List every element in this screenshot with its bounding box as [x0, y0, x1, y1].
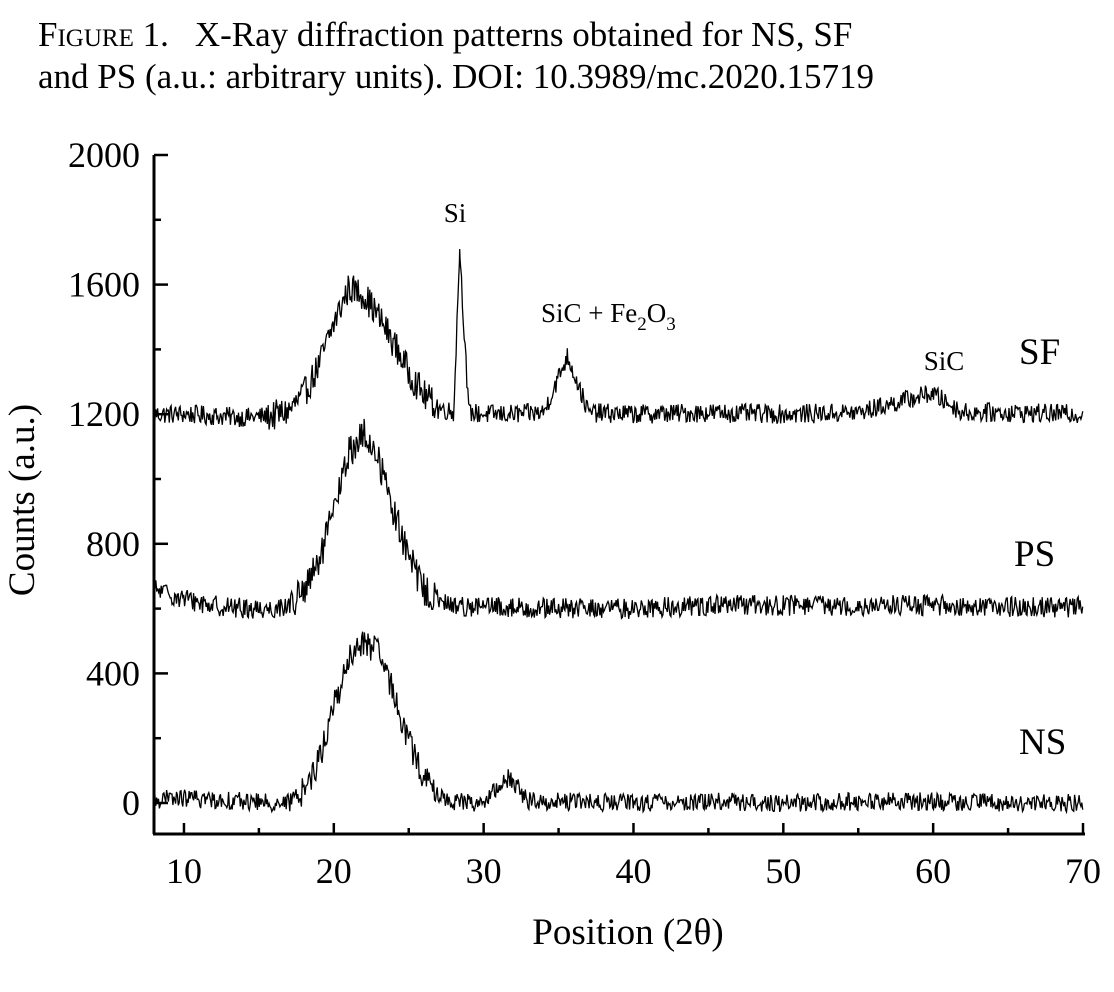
annotation-o-text: O [647, 298, 667, 328]
x-axis-title: Position (2θ) [532, 912, 723, 953]
caption-text-1: X-Ray diffraction patterns obtained for … [194, 15, 853, 54]
series-label-ns: NS [1019, 722, 1066, 763]
x-tick-label: 70 [1065, 851, 1101, 891]
series-line-sf [153, 248, 1084, 430]
annotation-sic-fe-text: SiC + Fe [541, 298, 637, 328]
caption-line-1: Figure 1. X-Ray diffraction patterns obta… [38, 14, 1108, 56]
annotation-si: Si [444, 198, 467, 228]
figure-label: Figure 1. [38, 15, 169, 54]
annotation-sic: SiC [924, 346, 965, 376]
annotation-sub-3: 3 [666, 314, 676, 335]
annotation-sic-fe2o3: SiC + Fe2O3 [541, 298, 676, 335]
x-tick-label: 50 [765, 851, 801, 891]
series-line-ns [153, 631, 1084, 815]
y-tick-label: 1600 [68, 265, 140, 305]
caption-line-2: and PS (a.u.: arbitrary units). DOI: 10.… [38, 57, 875, 96]
x-tick-label: 20 [316, 851, 352, 891]
y-ticks: 0 400 800 1200 1600 2000 [68, 135, 168, 823]
y-tick-label: 0 [122, 783, 140, 823]
x-tick-label: 30 [466, 851, 502, 891]
figure-caption: Figure 1. X-Ray diffraction patterns obta… [38, 14, 1108, 98]
y-axis-title: Counts (a.u.) [2, 404, 43, 596]
series-label-sf: SF [1019, 332, 1060, 373]
series-line-ps [153, 418, 1084, 620]
y-tick-label: 2000 [68, 135, 140, 175]
plot-area [153, 248, 1084, 815]
x-tick-label: 10 [166, 851, 202, 891]
y-tick-label: 400 [86, 653, 140, 693]
x-tick-label: 40 [615, 851, 651, 891]
x-ticks: 10 20 30 40 50 60 70 [166, 823, 1101, 891]
y-tick-label: 800 [86, 524, 140, 564]
series-label-ps: PS [1014, 534, 1055, 575]
y-tick-label: 1200 [68, 394, 140, 434]
annotation-sub-2: 2 [637, 314, 647, 335]
axes [152, 155, 1085, 836]
x-tick-label: 60 [915, 851, 951, 891]
